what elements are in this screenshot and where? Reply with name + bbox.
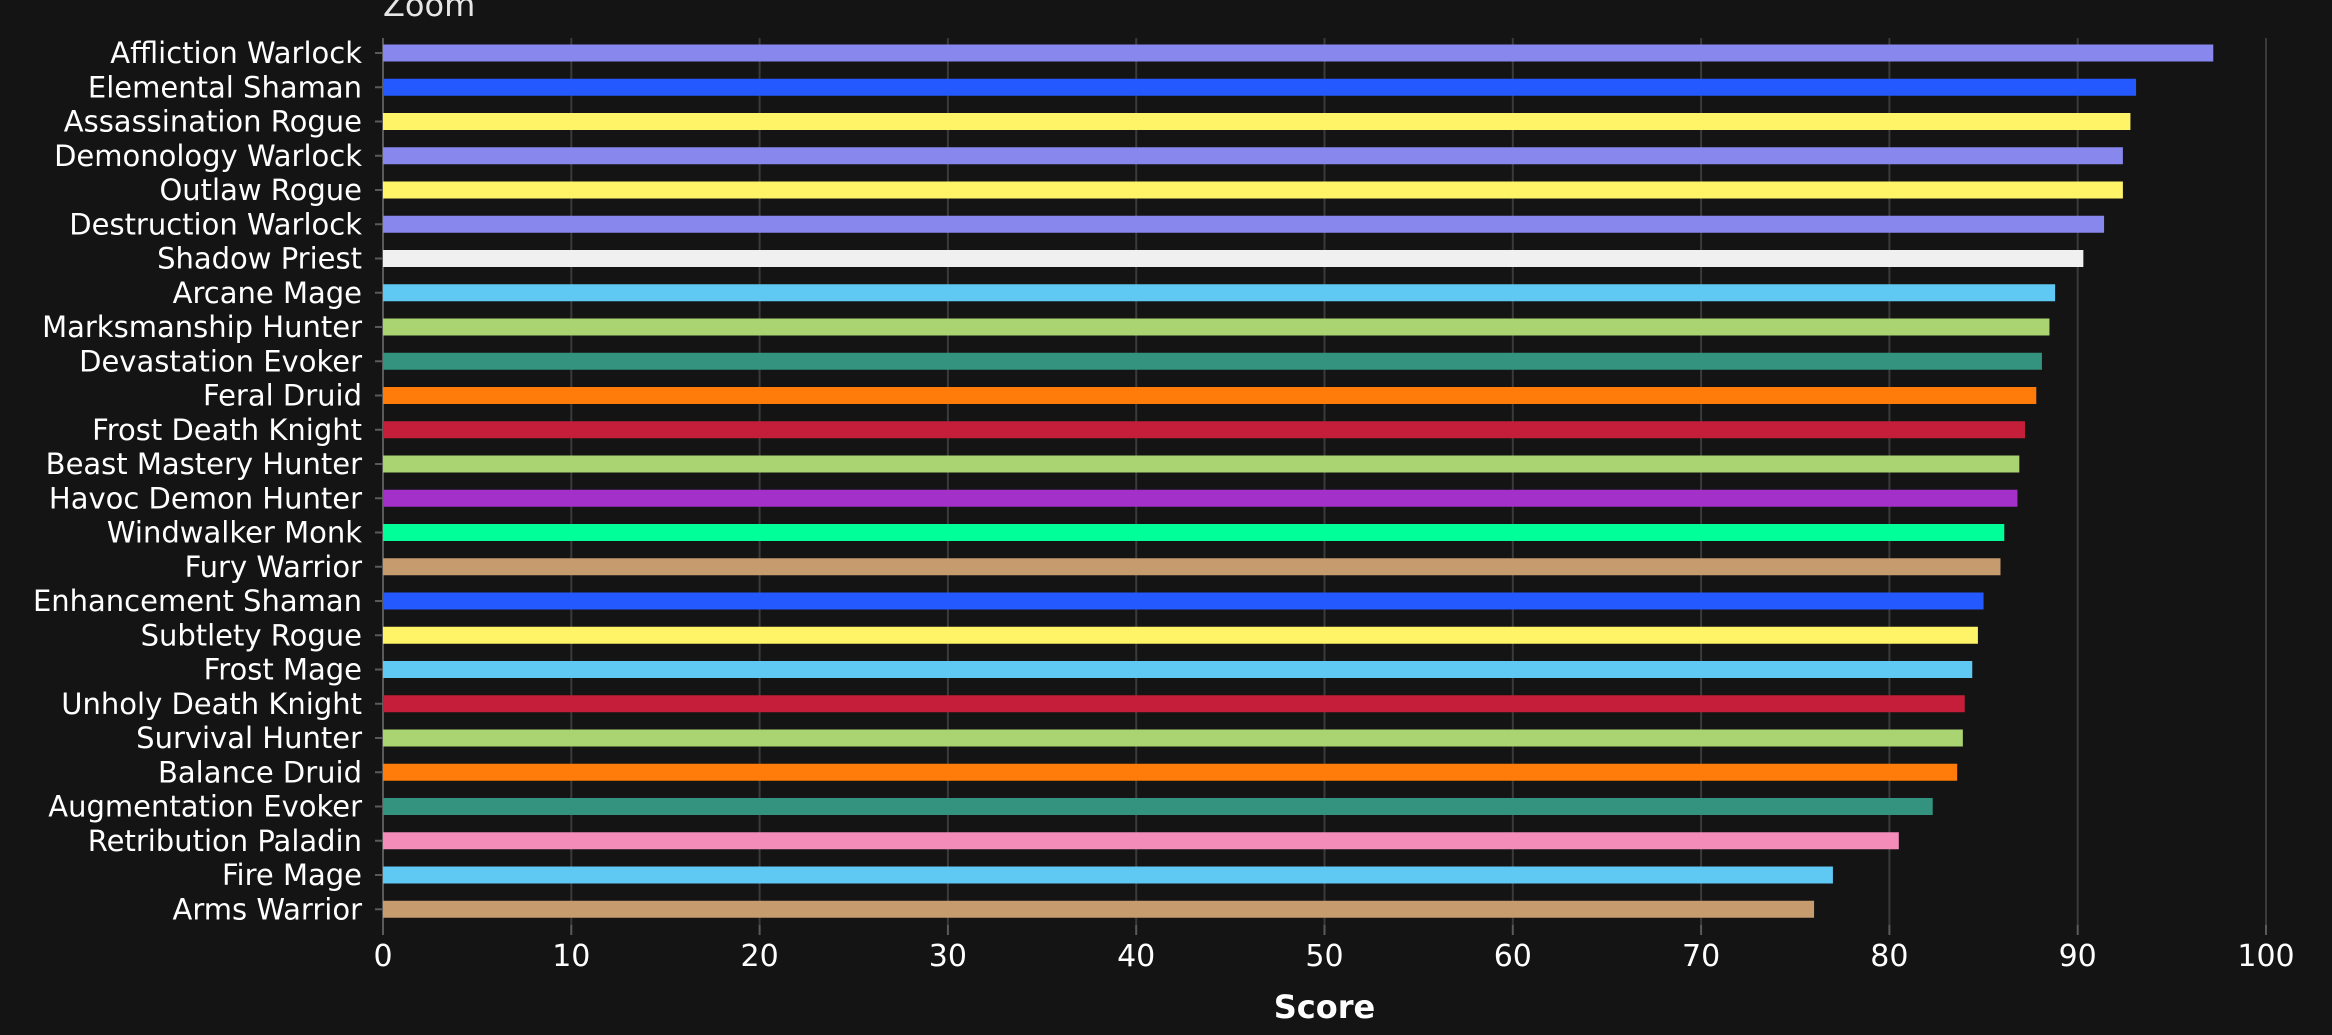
bar xyxy=(383,489,2018,507)
category-label: Devastation Evoker xyxy=(79,344,362,378)
x-tick-label: 90 xyxy=(2059,939,2097,974)
bar xyxy=(383,661,1973,678)
bar xyxy=(383,695,1965,713)
category-label: Augmentation Evoker xyxy=(48,790,362,824)
bar xyxy=(383,284,2056,302)
bars xyxy=(383,44,2214,918)
x-tick-label: 0 xyxy=(373,939,392,974)
bar xyxy=(383,421,2025,439)
category-label: Fury Warrior xyxy=(185,550,363,584)
bar xyxy=(383,729,1963,747)
category-label: Beast Mastery Hunter xyxy=(46,447,362,481)
bar xyxy=(383,626,1978,644)
bar xyxy=(383,763,1958,781)
bar xyxy=(383,592,1984,610)
category-label: Havoc Demon Hunter xyxy=(49,481,362,515)
category-label: Marksmanship Hunter xyxy=(42,310,362,344)
bar xyxy=(383,352,2042,370)
category-label: Frost Death Knight xyxy=(92,413,362,447)
bar xyxy=(383,181,2123,199)
bar xyxy=(383,798,1933,815)
bar xyxy=(383,900,1815,918)
zoom-label[interactable]: Zoom xyxy=(383,0,476,24)
category-label: Windwalker Monk xyxy=(107,516,362,550)
category-label: Arcane Mage xyxy=(173,276,362,310)
bar xyxy=(383,113,2131,130)
category-label: Fire Mage xyxy=(222,858,362,892)
x-tick-label: 70 xyxy=(1682,939,1720,974)
category-label: Assassination Rogue xyxy=(64,105,362,139)
bar xyxy=(383,558,2001,576)
category-label: Subtlety Rogue xyxy=(141,618,362,652)
category-label: Outlaw Rogue xyxy=(159,173,362,207)
x-tick-label: 40 xyxy=(1117,939,1155,974)
bar xyxy=(383,147,2123,165)
category-label: Survival Hunter xyxy=(136,721,362,755)
category-label: Elemental Shaman xyxy=(88,70,362,104)
bar xyxy=(383,250,2084,267)
x-tick-label: 10 xyxy=(552,939,590,974)
bar xyxy=(383,44,2214,62)
category-label: Enhancement Shaman xyxy=(33,584,362,618)
grid-lines xyxy=(570,38,2267,925)
category-label: Arms Warrior xyxy=(173,892,363,926)
x-tick-label: 20 xyxy=(741,939,779,974)
category-label: Balance Druid xyxy=(158,755,362,789)
bar xyxy=(383,387,2037,404)
category-label: Retribution Paladin xyxy=(88,824,362,858)
bar xyxy=(383,832,1899,850)
category-label: Destruction Warlock xyxy=(69,207,362,241)
x-tick-label: 60 xyxy=(1494,939,1532,974)
category-label: Feral Druid xyxy=(203,379,362,413)
category-label: Demonology Warlock xyxy=(54,139,362,173)
x-tick-label: 100 xyxy=(2237,939,2294,974)
bar xyxy=(383,78,2137,96)
x-tick-label: 30 xyxy=(929,939,967,974)
bar xyxy=(383,524,2005,541)
x-tick-label: 50 xyxy=(1305,939,1343,974)
category-label: Unholy Death Knight xyxy=(61,687,362,721)
bar xyxy=(383,455,2020,473)
category-label: Frost Mage xyxy=(204,653,362,687)
category-label: Affliction Warlock xyxy=(110,36,362,70)
x-axis-label: Score xyxy=(1274,988,1375,1026)
bar xyxy=(383,215,2105,233)
x-tick-label: 80 xyxy=(1870,939,1908,974)
category-label: Shadow Priest xyxy=(157,242,362,276)
x-tick-labels: 0 10 20 30 40 50 60 70 80 90 100 xyxy=(373,939,2294,974)
bar xyxy=(383,318,2050,336)
bar xyxy=(383,866,1833,884)
